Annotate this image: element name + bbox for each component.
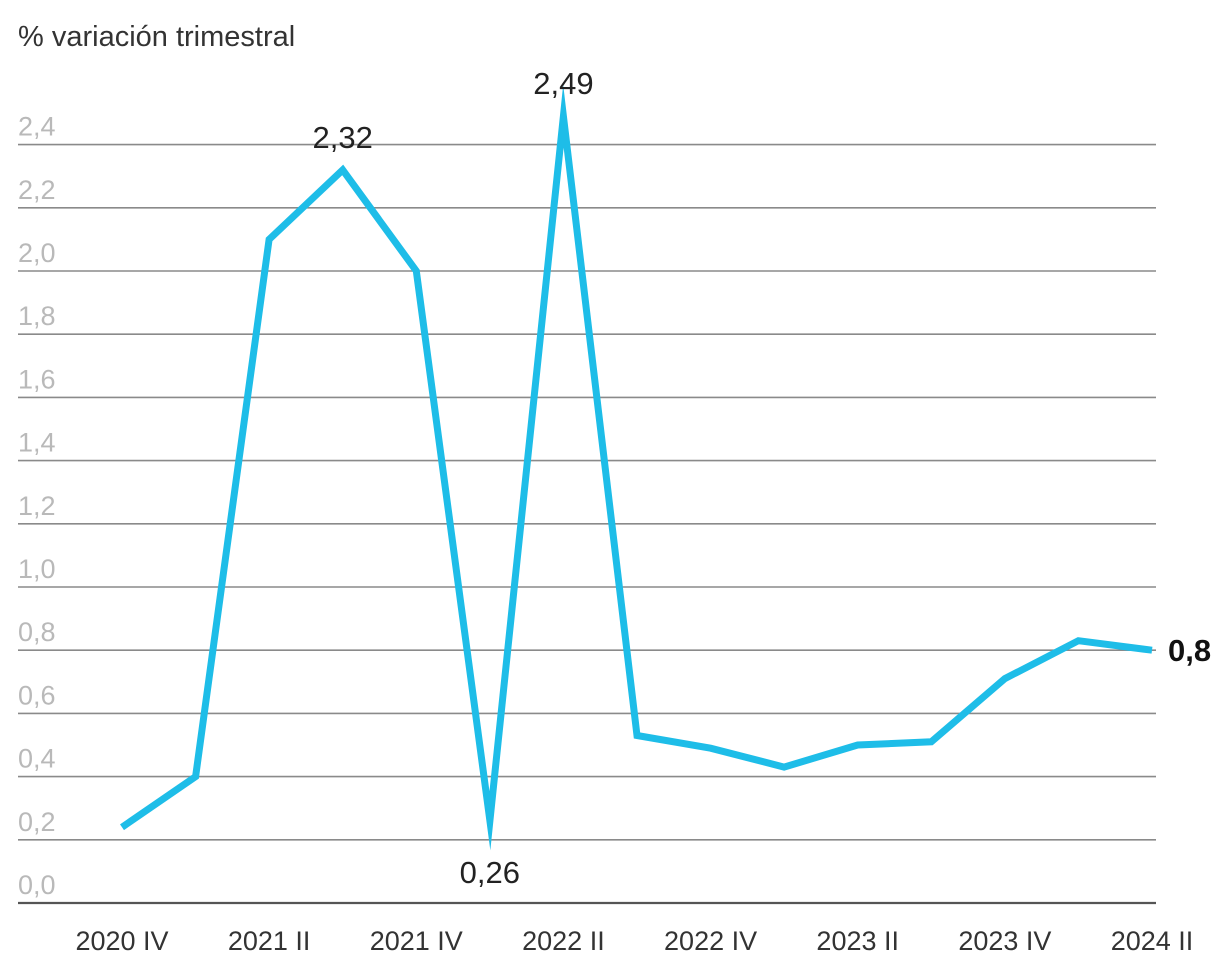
data-point (637, 735, 638, 736)
data-point (342, 169, 343, 170)
y-axis-label: % variación trimestral (18, 21, 295, 53)
y-tick-label: 0,6 (18, 680, 56, 710)
data-point (563, 116, 564, 117)
data-point (1152, 650, 1153, 651)
data-labels: 2,32 2,49 0,26 0,8 (313, 66, 1212, 890)
y-tick-label: 2,0 (18, 238, 56, 268)
data-point (269, 239, 270, 240)
y-tick-label: 2,4 (18, 112, 56, 142)
series-line (120, 84, 1153, 851)
x-tick-label: 2021 IV (370, 926, 463, 956)
gridlines (18, 143, 1156, 905)
y-tick-label: 1,2 (18, 491, 56, 521)
y-tick-label: 0,0 (18, 870, 56, 900)
data-label: 0,26 (460, 855, 520, 890)
x-tick-label: 2022 II (522, 926, 605, 956)
y-tick-label: 0,2 (18, 807, 56, 837)
x-tick-label: 2024 II (1111, 926, 1194, 956)
y-tick-labels: 0,0 0,2 0,4 0,6 0,8 1,0 1,2 1,4 1,6 1,8 2,0 2,2 2,4 (18, 112, 56, 900)
y-tick-label: 0,8 (18, 617, 56, 647)
data-point (1004, 678, 1005, 679)
x-tick-label: 2023 IV (958, 926, 1051, 956)
data-point (857, 745, 858, 746)
x-tick-labels: 2020 IV 2021 II 2021 IV 2022 II 2022 IV 2023 … (75, 926, 1193, 956)
y-tick-label: 1,4 (18, 428, 56, 458)
data-point (416, 271, 417, 272)
data-point (1078, 640, 1079, 641)
x-tick-label: 2021 II (228, 926, 311, 956)
y-tick-label: 1,0 (18, 554, 56, 584)
data-point (122, 827, 123, 828)
x-tick-label: 2022 IV (664, 926, 757, 956)
data-label: 0,8 (1168, 633, 1211, 668)
data-label: 2,32 (313, 120, 373, 155)
data-point (931, 741, 932, 742)
y-tick-label: 1,6 (18, 364, 56, 394)
x-tick-label: 2023 II (816, 926, 899, 956)
x-tick-label: 2020 IV (75, 926, 168, 956)
y-tick-label: 0,4 (18, 744, 56, 774)
data-point (489, 820, 490, 821)
data-label: 2,49 (533, 66, 593, 101)
y-tick-label: 1,8 (18, 301, 56, 331)
y-tick-label: 2,2 (18, 175, 56, 205)
series-layer (120, 84, 1153, 851)
data-point (710, 748, 711, 749)
data-point (784, 767, 785, 768)
data-point (195, 776, 196, 777)
